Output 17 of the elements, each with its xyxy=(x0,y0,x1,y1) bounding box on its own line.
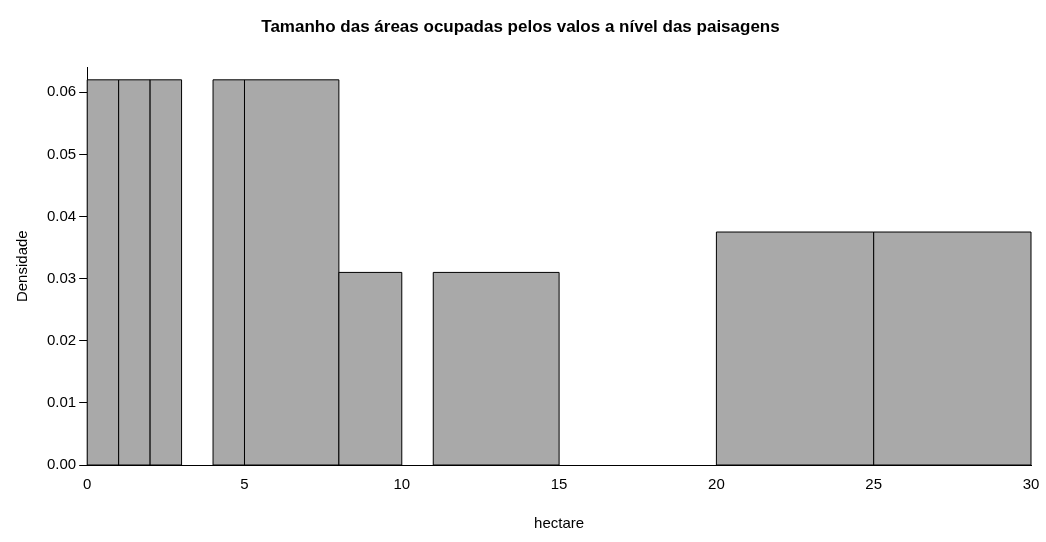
x-tick-label: 30 xyxy=(1022,475,1040,493)
x-tick-label: 5 xyxy=(240,475,249,493)
y-tick-label: 0.05 xyxy=(46,144,77,162)
x-tick-label: 20 xyxy=(708,475,725,493)
y-tick-label: 0.00 xyxy=(46,455,77,473)
x-axis-title: hectare xyxy=(534,514,585,532)
x-tick-label: 10 xyxy=(393,475,411,493)
y-tick-label: 0.04 xyxy=(46,206,77,224)
y-tick-label: 0.02 xyxy=(46,330,77,348)
y-tick-label: 0.03 xyxy=(46,268,77,286)
y-tick-label: 0.01 xyxy=(46,393,77,411)
y-tick-label: 0.06 xyxy=(46,82,77,100)
x-tick-label: 0 xyxy=(83,475,92,493)
x-tick-label: 25 xyxy=(865,475,883,493)
y-axis-title: Densidade xyxy=(13,230,31,303)
chart-title: Tamanho das áreas ocupadas pelos valos a nível das paisagens xyxy=(261,16,780,36)
x-tick-label: 15 xyxy=(550,475,568,493)
